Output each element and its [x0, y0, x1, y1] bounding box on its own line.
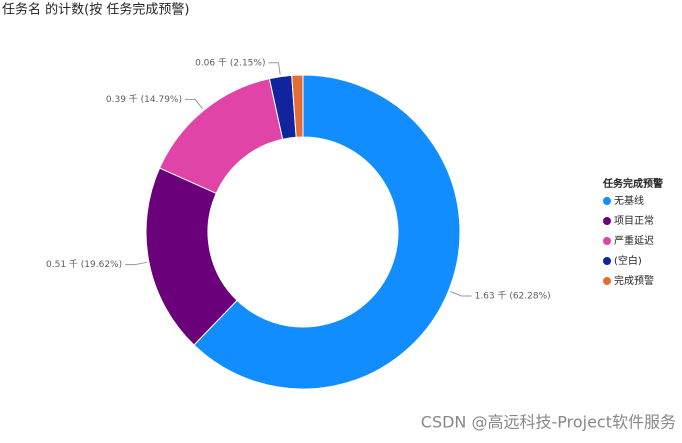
legend-label: 无基线 — [614, 194, 644, 207]
leader-line — [268, 62, 281, 75]
legend-label: 严重延迟 — [614, 234, 654, 247]
donut-slice — [193, 74, 461, 390]
legend-marker — [603, 277, 611, 285]
data-label: 1.63 千 (62.28%) — [475, 291, 551, 302]
legend-marker — [603, 217, 611, 225]
data-label: 0.06 千 (2.15%) — [195, 57, 265, 68]
donut-slice — [291, 74, 304, 138]
leader-line — [185, 98, 203, 110]
watermark: CSDN @高远科技-Project软件服务 — [421, 413, 676, 432]
legend-marker — [603, 197, 611, 205]
legend-marker — [603, 257, 611, 265]
data-label: 0.39 千 (14.79%) — [106, 94, 182, 105]
leader-line — [125, 261, 148, 266]
legend-label: 完成预警 — [614, 274, 654, 287]
data-label: 0.51 千 (19.62%) — [46, 259, 122, 270]
legend-label: (空白) — [614, 254, 642, 267]
legend-label: 项目正常 — [614, 214, 654, 227]
chart-title: 任务名 的计数(按 任务完成预警) — [2, 2, 189, 18]
leader-line — [450, 291, 472, 297]
legend-marker — [603, 237, 611, 245]
legend-title: 任务完成预警 — [602, 177, 663, 190]
